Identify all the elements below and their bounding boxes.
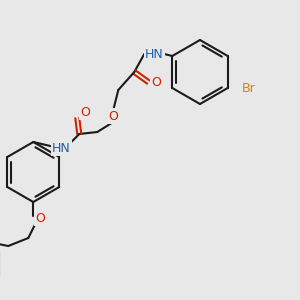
Text: O: O xyxy=(108,110,118,122)
Text: HN: HN xyxy=(52,142,71,154)
Text: O: O xyxy=(80,106,90,118)
Text: HN: HN xyxy=(145,47,164,61)
Text: O: O xyxy=(151,76,161,88)
Text: O: O xyxy=(35,212,45,224)
Text: Br: Br xyxy=(242,82,256,94)
